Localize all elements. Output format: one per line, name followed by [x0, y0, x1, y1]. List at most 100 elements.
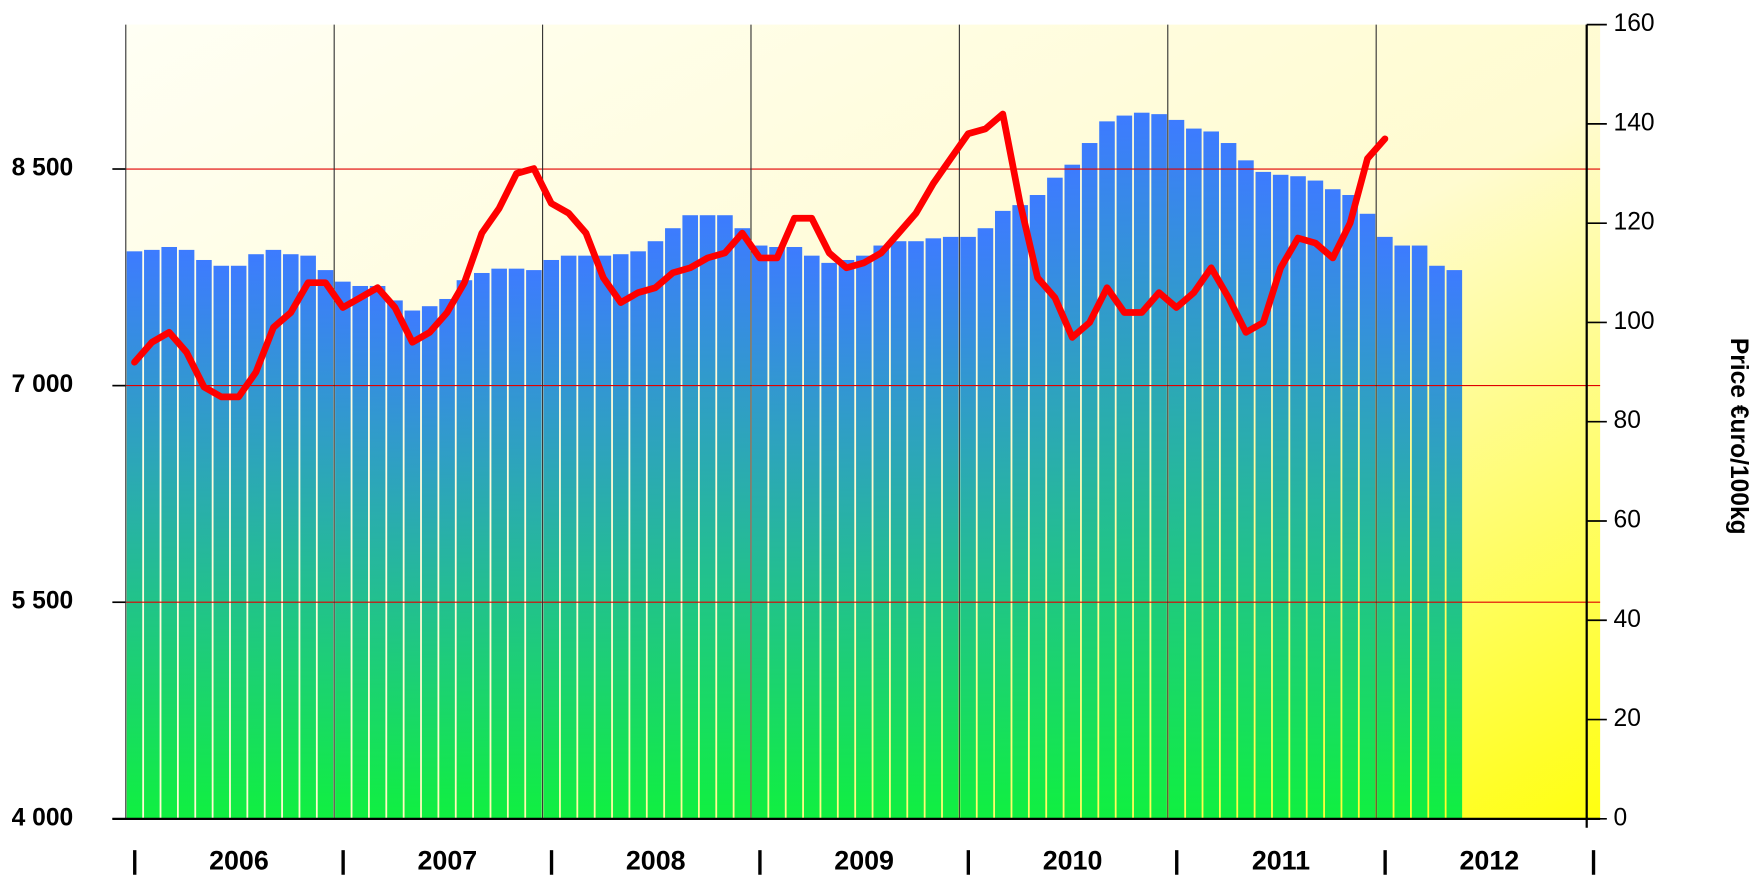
- bar: [1099, 121, 1115, 819]
- bar: [508, 268, 525, 819]
- bar: [1012, 205, 1028, 819]
- bar: [1203, 131, 1219, 819]
- y2-axis-title: Price €uro/100kg: [1725, 338, 1752, 535]
- bar: [977, 228, 994, 819]
- bar: [526, 270, 542, 819]
- y2-tick-label: 100: [1614, 308, 1655, 335]
- y2-tick-label: 140: [1614, 109, 1655, 136]
- y2-tick-label: 40: [1614, 606, 1641, 633]
- bar: [1116, 115, 1133, 819]
- bar: [421, 306, 438, 819]
- bar: [1186, 128, 1202, 819]
- bar: [265, 249, 282, 819]
- bar: [1272, 174, 1289, 819]
- bar: [1047, 177, 1063, 819]
- bar: [369, 285, 386, 819]
- bar: [630, 251, 646, 819]
- bar: [821, 262, 837, 819]
- x-tick-label: 2007: [417, 846, 477, 876]
- bar: [1394, 245, 1411, 819]
- bar: [439, 298, 455, 819]
- bar: [387, 300, 403, 819]
- bar: [1359, 213, 1376, 819]
- y2-tick-label: 20: [1614, 705, 1641, 732]
- bar: [282, 254, 299, 819]
- bar: [1342, 195, 1358, 819]
- bar: [873, 245, 890, 819]
- bar: [1151, 114, 1167, 819]
- bar: [456, 280, 473, 819]
- bar: [595, 255, 612, 819]
- bar: [1238, 160, 1254, 819]
- bar: [1377, 236, 1393, 819]
- bar: [1081, 143, 1098, 819]
- bar: [1029, 195, 1046, 819]
- bar: [578, 255, 594, 819]
- bar: [1290, 176, 1306, 819]
- bar: [404, 310, 421, 819]
- bar: [213, 265, 230, 819]
- bar: [647, 241, 664, 819]
- bar: [1324, 189, 1341, 819]
- y2-tick-label: 160: [1614, 10, 1655, 37]
- bar: [699, 215, 716, 819]
- bar: [196, 259, 212, 819]
- price-line: [131, 110, 1389, 401]
- x-tick-label: 2011: [1252, 846, 1310, 876]
- bar: [474, 272, 490, 819]
- bar: [682, 215, 698, 819]
- bar: [491, 268, 507, 819]
- bar: [908, 241, 924, 819]
- y-tick-label: 8 500: [12, 155, 74, 182]
- bar: [178, 249, 195, 819]
- bar: [734, 228, 751, 819]
- bar: [925, 238, 942, 819]
- bar: [786, 246, 803, 819]
- bar: [317, 270, 334, 819]
- bar: [856, 255, 872, 819]
- bar: [126, 251, 143, 819]
- bar: [300, 255, 316, 819]
- bar: [1411, 245, 1428, 819]
- bar: [1446, 270, 1463, 819]
- y2-tick-label: 0: [1614, 804, 1628, 831]
- bar: [1064, 164, 1081, 819]
- bar: [995, 210, 1011, 819]
- x-tick-label: 2008: [626, 846, 686, 876]
- bar: [1307, 180, 1324, 819]
- y-tick-label: 7 000: [12, 371, 74, 398]
- bar: [248, 254, 264, 819]
- x-tick-label: 2006: [209, 846, 269, 876]
- x-tick-label: 2010: [1043, 846, 1103, 876]
- bar: [1255, 171, 1272, 819]
- bar: [1168, 119, 1185, 819]
- bar: [890, 241, 907, 819]
- bar: [751, 245, 768, 819]
- bar: [161, 246, 177, 819]
- bar: [838, 259, 855, 819]
- y-tick-label: 5 500: [12, 588, 74, 615]
- y2-tick-label: 60: [1614, 506, 1641, 533]
- bar: [230, 265, 247, 819]
- y2-tick-label: 120: [1614, 209, 1655, 236]
- bar: [612, 254, 629, 819]
- bar: [769, 246, 785, 819]
- bar: [960, 236, 976, 819]
- bar: [144, 249, 160, 819]
- y2-tick-label: 80: [1614, 407, 1641, 434]
- bar: [1429, 265, 1445, 819]
- bar: [1220, 143, 1237, 819]
- bar: [803, 255, 820, 819]
- bar: [335, 281, 351, 819]
- x-tick-label: 2012: [1459, 846, 1519, 876]
- bar: [665, 228, 681, 819]
- bar: [560, 255, 577, 819]
- bar: [1133, 112, 1150, 819]
- bar: [543, 259, 560, 819]
- x-tick-label: 2009: [834, 846, 894, 876]
- bar: [717, 215, 733, 819]
- bar: [352, 285, 369, 819]
- bar: [942, 236, 959, 819]
- y-tick-label: 4 000: [12, 804, 74, 831]
